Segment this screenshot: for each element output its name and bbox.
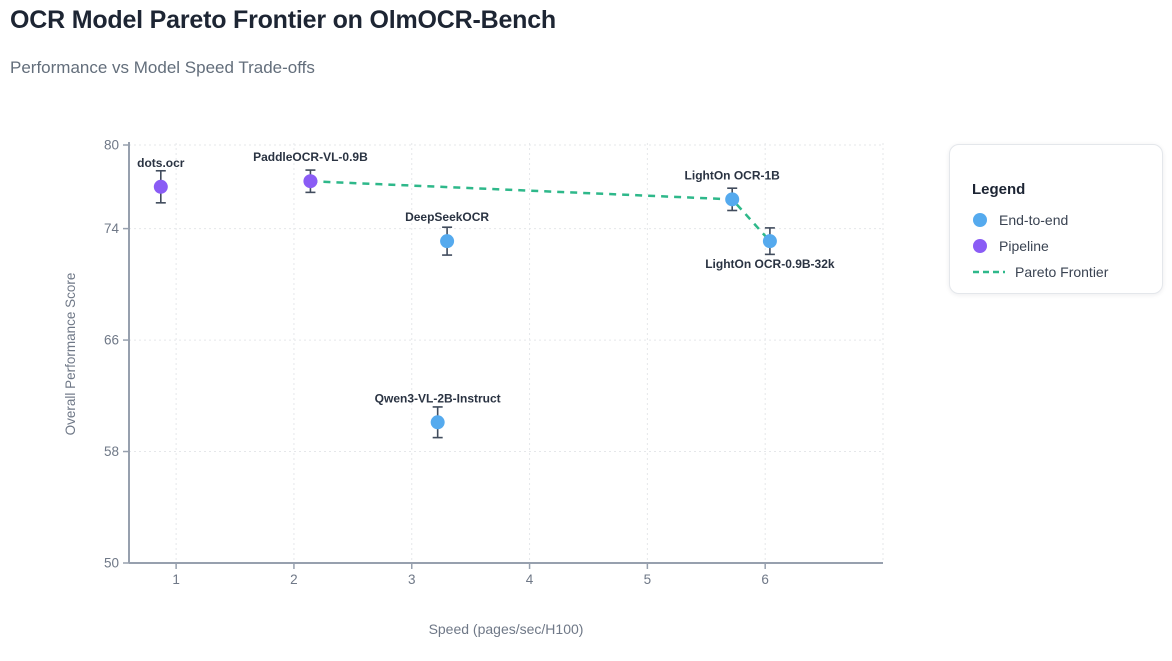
data-point-lighton-ocr-0-9b-32k[interactable]: [762, 234, 777, 249]
point-label: dots.ocr: [137, 156, 185, 170]
y-tick-label: 50: [104, 556, 119, 571]
legend-item-label: Pareto Frontier: [1015, 264, 1109, 280]
y-axis-title: Overall Performance Score: [63, 273, 78, 436]
x-tick-label: 5: [644, 572, 652, 587]
legend-dot-icon: [973, 213, 987, 227]
page-subtitle: Performance vs Model Speed Trade-offs: [10, 58, 315, 77]
data-point-dots-ocr[interactable]: [153, 179, 168, 194]
x-tick-label: 1: [172, 572, 180, 587]
legend-item-pipeline[interactable]: Pipeline: [972, 233, 1140, 259]
x-tick-label: 4: [526, 572, 534, 587]
point-label: LightOn OCR-0.9B-32k: [705, 257, 835, 271]
legend-item-pareto-frontier[interactable]: Pareto Frontier: [972, 259, 1140, 285]
page-title: OCR Model Pareto Frontier on OlmOCR-Benc…: [10, 6, 556, 34]
data-point-lighton-ocr-1b[interactable]: [725, 192, 740, 207]
x-tick-label: 6: [761, 572, 769, 587]
legend-dot-icon: [973, 239, 987, 253]
legend-item-end-to-end[interactable]: End-to-end: [972, 207, 1140, 233]
legend-item-label: End-to-end: [999, 212, 1069, 228]
point-label: LightOn OCR-1B: [685, 168, 781, 182]
legend-title: Legend: [972, 181, 1026, 198]
data-point-deepseekocr[interactable]: [440, 234, 455, 249]
y-tick-label: 58: [104, 444, 119, 459]
y-tick-label: 74: [104, 221, 120, 236]
point-label: PaddleOCR-VL-0.9B: [253, 150, 368, 164]
x-tick-label: 2: [290, 572, 298, 587]
y-tick-label: 80: [104, 138, 119, 153]
point-label: DeepSeekOCR: [405, 210, 489, 224]
legend: Legend End-to-end Pipeline Pareto Fronti…: [949, 144, 1163, 294]
data-point-qwen3-vl-2b-instruct[interactable]: [430, 415, 445, 430]
legend-item-label: Pipeline: [999, 238, 1049, 254]
pareto-frontier-line: [310, 179, 771, 242]
data-point-paddleocr-vl-0-9b[interactable]: [303, 174, 318, 189]
legend-dash-icon: [973, 270, 1005, 274]
x-axis-title: Speed (pages/sec/H100): [429, 621, 584, 637]
point-label: Qwen3-VL-2B-Instruct: [375, 391, 501, 405]
x-tick-label: 3: [408, 572, 416, 587]
y-tick-label: 66: [104, 333, 119, 348]
